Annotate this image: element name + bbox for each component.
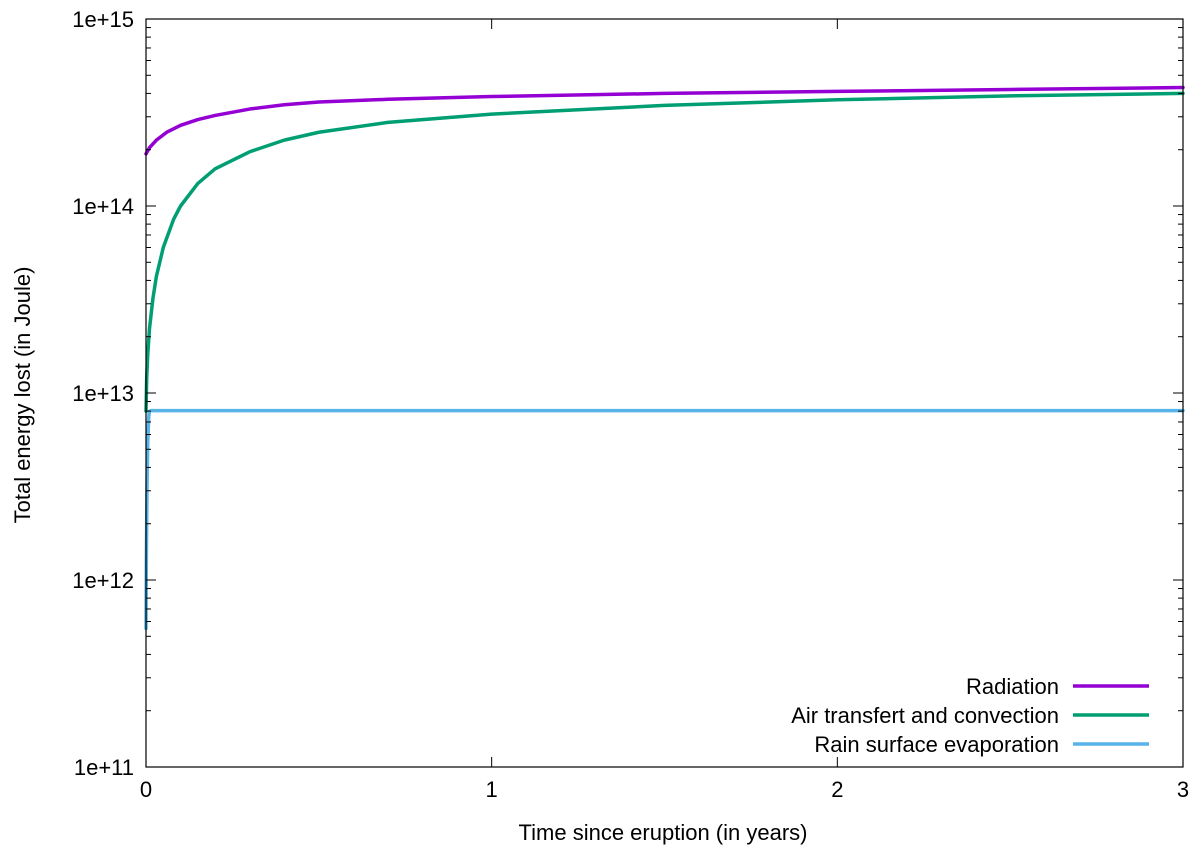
- series-line-2: [144, 91, 1185, 413]
- legend: Radiation Air transfert and convection Rai…: [791, 674, 1149, 757]
- y-axis-label: Total energy lost (in Joule): [10, 267, 35, 524]
- plot-frame: [145, 18, 1184, 768]
- axes: 0 1 2 3 1e+11 1e+12 1e+13 1e+14 1e+15: [72, 7, 1189, 802]
- series-line-1: [144, 85, 1185, 156]
- x-tick-label: 2: [831, 777, 843, 802]
- x-tick-label: 3: [1177, 777, 1189, 802]
- y-tick-label: 1e+14: [72, 194, 134, 219]
- legend-label-1: Radiation: [966, 674, 1059, 699]
- y-tick-label: 1e+13: [72, 381, 134, 406]
- y-tick-label: 1e+11: [74, 755, 134, 780]
- y-tick-label: 1e+15: [72, 7, 134, 32]
- legend-label-2: Air transfert and convection: [791, 703, 1059, 728]
- legend-label-3: Rain surface evaporation: [814, 732, 1059, 757]
- series-line-3: [144, 408, 1185, 631]
- x-tick-label: 0: [140, 777, 152, 802]
- plot-area: [144, 85, 1185, 631]
- y-tick-label: 1e+12: [72, 568, 134, 593]
- x-axis-label: Time since eruption (in years): [519, 820, 808, 845]
- x-tick-label: 1: [486, 777, 498, 802]
